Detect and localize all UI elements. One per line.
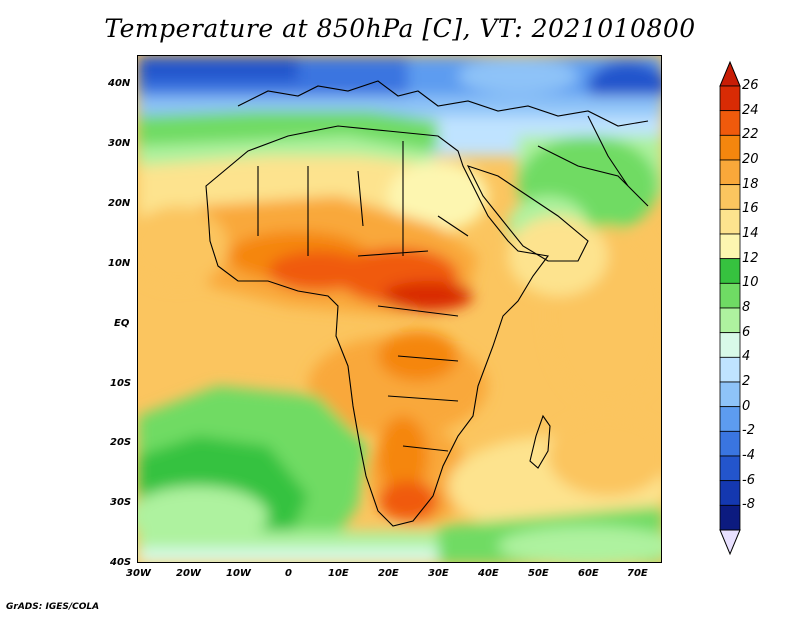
lat-label: EQ (114, 318, 130, 329)
colorbar-swatch (719, 430, 741, 457)
colorbar-label: 26 (742, 78, 759, 93)
colorbar-swatch (719, 381, 741, 408)
temperature-map (137, 55, 662, 563)
colorbar-swatch (719, 110, 741, 136)
lat-label: 20N (108, 198, 131, 209)
colorbar-label: 22 (742, 127, 759, 143)
lon-label: 70E (627, 568, 648, 579)
temperature-field (138, 56, 661, 562)
colorbar-label: 14 (742, 226, 759, 241)
lat-label: 30N (108, 138, 131, 149)
colorbar-label: 10 (742, 275, 759, 291)
colorbar-swatch (719, 184, 741, 210)
colorbar-label: -2 (742, 423, 755, 439)
colorbar-label: 4 (742, 349, 751, 365)
colorbar-swatch (719, 455, 741, 482)
colorbar-label: 16 (742, 201, 759, 217)
colorbar-swatch (719, 208, 741, 235)
map-title: Temperature at 850hPa [C], VT: 202101080… (104, 14, 696, 43)
colorbar-swatch (719, 480, 741, 506)
colorbar-label: 2 (742, 374, 751, 389)
colorbar-swatch (719, 282, 741, 309)
colorbar-label: 0 (742, 398, 751, 414)
lat-label: 40S (110, 557, 132, 568)
lon-label: 20W (176, 568, 201, 579)
colorbar-label: 12 (742, 250, 759, 266)
colorbar-swatch (719, 85, 741, 112)
colorbar-top-arrow (719, 60, 741, 87)
lon-label: 10E (328, 568, 349, 579)
lon-label: 0 (285, 568, 292, 579)
colorbar-bottom-arrow (719, 529, 741, 556)
lat-label: 10N (108, 258, 131, 269)
lon-label: 40E (478, 568, 499, 579)
colorbar-swatch (719, 233, 741, 260)
lon-label: 10W (226, 568, 251, 579)
colorbar-label: 8 (742, 300, 751, 315)
lat-label: 40N (108, 78, 131, 89)
lat-label: 20S (110, 437, 132, 448)
colorbar-label: 20 (742, 152, 759, 167)
lon-label: 30E (428, 568, 449, 579)
colorbar (719, 60, 741, 556)
credit-text: GrADS: IGES/COLA (6, 602, 100, 612)
lon-label: 60E (578, 568, 599, 579)
colorbar-label: -4 (742, 448, 755, 463)
colorbar-swatch (719, 504, 741, 531)
coastlines (205, 80, 649, 527)
lat-label: 30S (110, 497, 132, 508)
lon-label: 30W (126, 568, 151, 579)
lon-label: 20E (378, 568, 399, 579)
colorbar-swatch (719, 332, 741, 358)
colorbar-label: 18 (742, 176, 759, 192)
colorbar-swatch (719, 159, 741, 186)
colorbar-swatch (719, 406, 741, 432)
colorbar-label: 24 (742, 102, 759, 118)
colorbar-label: -6 (742, 472, 755, 488)
colorbar-swatch (719, 307, 741, 334)
colorbar-label: -8 (742, 497, 755, 513)
colorbar-swatch (719, 258, 741, 284)
colorbar-swatch (719, 356, 741, 383)
colorbar-label: 6 (742, 324, 751, 340)
lon-label: 50E (528, 568, 549, 579)
colorbar-swatch (719, 134, 741, 161)
lat-label: 10S (110, 378, 132, 389)
